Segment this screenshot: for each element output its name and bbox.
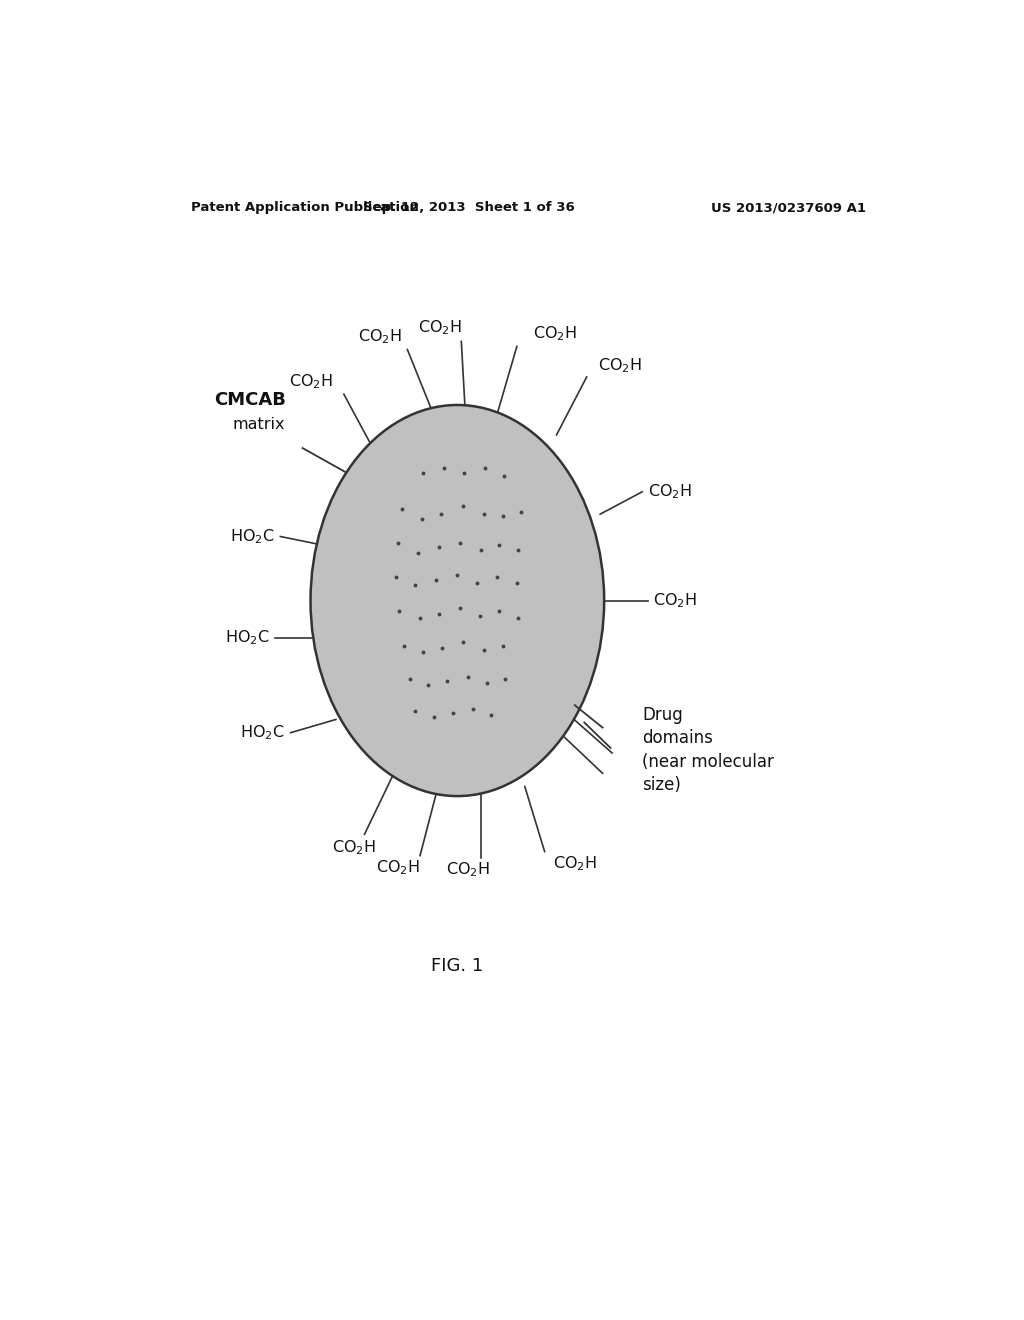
Text: size): size) <box>642 776 681 793</box>
Text: Drug: Drug <box>642 706 683 725</box>
Text: FIG. 1: FIG. 1 <box>431 957 483 975</box>
Text: $\mathregular{CO_2H}$: $\mathregular{CO_2H}$ <box>653 591 697 610</box>
Text: $\mathregular{HO_2C}$: $\mathregular{HO_2C}$ <box>241 723 285 742</box>
Text: CMCAB: CMCAB <box>214 391 286 409</box>
Text: $\mathregular{CO_2H}$: $\mathregular{CO_2H}$ <box>532 323 577 343</box>
Text: $\mathregular{CO_2H}$: $\mathregular{CO_2H}$ <box>376 858 420 878</box>
Text: US 2013/0237609 A1: US 2013/0237609 A1 <box>711 201 866 214</box>
Text: $\mathregular{HO_2C}$: $\mathregular{HO_2C}$ <box>230 527 274 546</box>
Text: $\mathregular{CO_2H}$: $\mathregular{CO_2H}$ <box>332 838 376 857</box>
Text: Patent Application Publication: Patent Application Publication <box>191 201 419 214</box>
Text: (near molecular: (near molecular <box>642 754 774 771</box>
Text: $\mathregular{CO_2H}$: $\mathregular{CO_2H}$ <box>418 319 462 338</box>
Ellipse shape <box>310 405 604 796</box>
Text: $\mathregular{CO_2H}$: $\mathregular{CO_2H}$ <box>648 482 692 502</box>
Text: domains: domains <box>642 729 713 747</box>
Text: $\mathregular{CO_2H}$: $\mathregular{CO_2H}$ <box>357 327 401 346</box>
Text: $\mathregular{CO_2H}$: $\mathregular{CO_2H}$ <box>445 861 489 879</box>
Text: $\mathregular{CO_2H}$: $\mathregular{CO_2H}$ <box>598 356 642 375</box>
Text: Sep. 12, 2013  Sheet 1 of 36: Sep. 12, 2013 Sheet 1 of 36 <box>364 201 575 214</box>
Text: $\mathregular{CO_2H}$: $\mathregular{CO_2H}$ <box>553 854 597 873</box>
Text: $\mathregular{HO_2C}$: $\mathregular{HO_2C}$ <box>224 628 269 648</box>
Text: matrix: matrix <box>232 417 286 432</box>
Text: $\mathregular{CO_2H}$: $\mathregular{CO_2H}$ <box>289 372 333 391</box>
